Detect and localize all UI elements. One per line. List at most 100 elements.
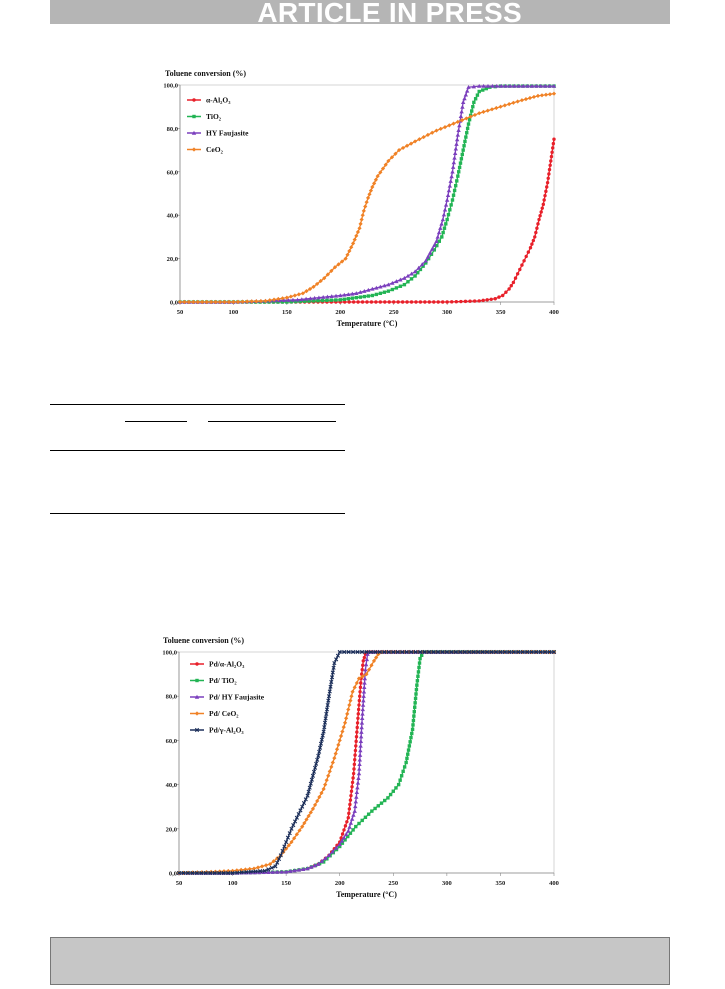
data-point — [343, 832, 349, 837]
legend-label: HY Faujasite — [206, 129, 249, 138]
data-point — [432, 300, 436, 304]
data-point — [383, 162, 388, 167]
data-point — [298, 808, 303, 813]
data-point — [476, 649, 481, 655]
x-tick-label: 400 — [549, 309, 559, 316]
data-point — [516, 83, 521, 88]
data-point — [531, 94, 537, 100]
data-point — [367, 192, 372, 197]
data-point — [357, 757, 363, 762]
data-point — [463, 92, 469, 97]
data-point — [435, 649, 441, 655]
data-point — [322, 276, 327, 281]
data-point — [304, 817, 309, 822]
x-tick-label: 50 — [176, 880, 183, 887]
x-tick-label: 300 — [442, 309, 452, 316]
data-point — [287, 831, 292, 836]
data-point — [525, 649, 530, 655]
data-point — [518, 267, 522, 272]
data-point — [346, 834, 350, 839]
data-point — [449, 203, 453, 207]
data-point — [317, 745, 323, 750]
data-point — [454, 299, 459, 304]
data-point — [445, 300, 449, 304]
data-point — [319, 859, 325, 863]
data-point — [378, 284, 383, 289]
data-point — [498, 104, 503, 109]
data-point — [467, 118, 472, 122]
data-point — [481, 109, 486, 115]
data-point — [434, 239, 439, 243]
data-point — [360, 716, 365, 720]
data-point — [457, 170, 461, 174]
data-point — [452, 151, 458, 156]
data-point — [409, 735, 413, 740]
table-bottom-rule — [50, 513, 345, 514]
data-point — [307, 286, 313, 292]
data-point — [529, 83, 535, 88]
data-point — [432, 242, 437, 247]
data-point — [366, 667, 372, 672]
data-point — [325, 298, 329, 303]
data-point — [507, 287, 511, 291]
data-point — [527, 95, 533, 101]
data-point — [511, 280, 516, 285]
chart-toluene-conversion-supports: 50 100 150 200 250 300 350 400 0,0 20,0 40,0 60,0 80… — [150, 60, 570, 345]
data-point — [323, 716, 328, 721]
data-point — [524, 254, 528, 259]
data-point — [289, 839, 294, 845]
data-point — [543, 83, 548, 88]
data-point — [364, 657, 370, 662]
data-point — [456, 128, 461, 132]
data-point — [354, 744, 358, 748]
data-point — [322, 725, 327, 730]
data-point — [355, 725, 359, 730]
data-point — [534, 230, 538, 235]
data-point — [362, 676, 368, 681]
data-point — [463, 139, 467, 144]
data-point — [319, 790, 324, 796]
data-point — [488, 85, 492, 89]
data-point — [303, 797, 308, 802]
data-point — [511, 649, 516, 655]
data-point — [455, 179, 459, 183]
data-point — [348, 802, 352, 807]
data-point — [437, 239, 442, 243]
data-point — [416, 674, 420, 679]
data-point — [354, 233, 359, 238]
data-point — [448, 179, 453, 183]
data-point — [294, 299, 298, 304]
data-point — [436, 230, 442, 235]
data-point — [286, 297, 291, 302]
x-tick-label: 100 — [229, 309, 239, 316]
data-point — [436, 300, 440, 304]
data-point — [398, 284, 403, 288]
data-point — [326, 694, 332, 699]
data-point — [405, 756, 409, 761]
data-point — [334, 747, 340, 752]
data-point — [540, 206, 544, 210]
data-point — [457, 165, 462, 170]
data-point — [544, 189, 548, 194]
data-point — [222, 299, 227, 305]
data-point — [288, 869, 293, 873]
data-point — [295, 297, 300, 302]
data-point — [401, 769, 405, 774]
data-point — [310, 773, 316, 778]
data-point — [536, 222, 540, 226]
x-tick-label: 150 — [282, 309, 292, 316]
data-point — [402, 282, 407, 287]
data-point — [451, 160, 457, 165]
data-point — [382, 649, 387, 655]
data-point — [416, 271, 420, 275]
data-point — [489, 649, 494, 655]
data-point — [248, 869, 254, 874]
x-axis-title: Temperature (°C) — [336, 890, 397, 899]
data-point — [432, 248, 437, 252]
data-point — [446, 212, 451, 217]
data-point — [530, 242, 534, 246]
data-point — [395, 649, 400, 655]
data-point — [418, 656, 422, 661]
data-point — [485, 298, 489, 302]
data-point — [300, 804, 305, 809]
